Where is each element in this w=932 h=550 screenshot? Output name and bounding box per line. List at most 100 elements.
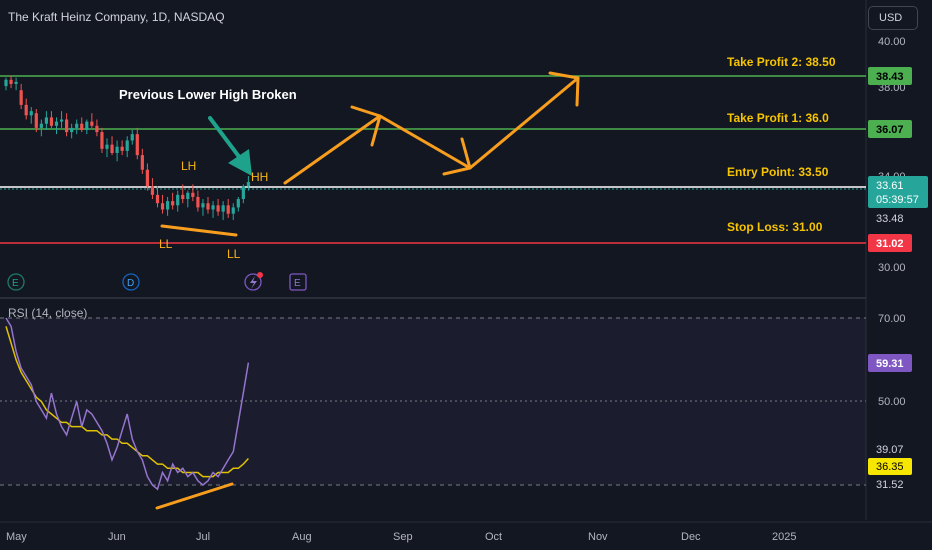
badge-stop: 31.02: [876, 238, 904, 250]
candle[interactable]: [145, 169, 149, 187]
rsi-ma-badge-bg: [868, 458, 912, 475]
candle[interactable]: [191, 192, 195, 197]
candles-group: [4, 75, 250, 220]
candle[interactable]: [19, 90, 23, 105]
candle[interactable]: [135, 134, 139, 156]
event-dividend[interactable]: D: [122, 273, 140, 291]
time-tick: Nov: [588, 531, 608, 543]
candle[interactable]: [221, 205, 225, 212]
rsi-tick-70: 70.00: [878, 313, 906, 325]
projection-path[interactable]: [283, 71, 580, 185]
candle[interactable]: [100, 132, 104, 149]
candle[interactable]: [196, 196, 200, 208]
chart-title[interactable]: The Kraft Heinz Company, 1D, NASDAQ: [8, 10, 225, 24]
rsi-badge-a: 39.07: [876, 444, 904, 456]
candle[interactable]: [65, 119, 69, 133]
price-tick: 40.00: [878, 36, 906, 48]
candle[interactable]: [59, 119, 64, 122]
time-tick: Dec: [681, 531, 701, 543]
rsi-ma-badge: 36.35: [876, 461, 904, 473]
candle[interactable]: [171, 201, 175, 206]
annotation-lower-high-broken[interactable]: Previous Lower High Broken: [119, 87, 297, 102]
candle[interactable]: [54, 121, 59, 126]
candle[interactable]: [231, 207, 235, 214]
candle[interactable]: [39, 123, 43, 128]
candle[interactable]: [155, 194, 160, 204]
candle[interactable]: [160, 203, 165, 210]
candle[interactable]: [206, 203, 210, 210]
candle[interactable]: [150, 186, 155, 195]
candle[interactable]: [95, 125, 99, 133]
candle[interactable]: [246, 182, 250, 187]
candle[interactable]: [216, 205, 220, 212]
candle[interactable]: [236, 199, 240, 208]
candle[interactable]: [75, 123, 79, 128]
label-entry-point[interactable]: Entry Point: 33.50: [727, 165, 829, 179]
badge-tp1: 36.07: [876, 124, 904, 136]
label-hh[interactable]: HH: [251, 170, 268, 184]
annotation-green-arrow[interactable]: [208, 116, 252, 176]
time-tick: Jul: [196, 531, 210, 543]
rsi-title[interactable]: RSI (14, close): [8, 306, 88, 320]
candle[interactable]: [105, 144, 109, 149]
candle[interactable]: [80, 123, 84, 130]
price-tick: 30.00: [878, 262, 906, 274]
candle[interactable]: [120, 146, 124, 151]
candle[interactable]: [4, 79, 8, 87]
candle[interactable]: [90, 121, 94, 126]
candle[interactable]: [176, 194, 180, 206]
label-stop-loss[interactable]: Stop Loss: 31.00: [727, 220, 823, 234]
candle[interactable]: [241, 186, 245, 200]
candle[interactable]: [9, 79, 13, 84]
time-axis[interactable]: May Jun Jul Aug Sep Oct Nov Dec 2025: [6, 531, 796, 543]
label-take-profit-2[interactable]: Take Profit 2: 38.50: [727, 55, 836, 69]
candle[interactable]: [226, 205, 230, 214]
badge-prev: 33.48: [876, 213, 904, 225]
time-tick: Oct: [485, 531, 502, 543]
badge-tp2-bg: [868, 67, 912, 85]
event-bolt[interactable]: [244, 272, 263, 291]
rsi-badge-bg: [868, 354, 912, 372]
badge-current: 33.61: [876, 180, 904, 192]
label-ll-1[interactable]: LL: [159, 237, 173, 251]
rsi-line[interactable]: [5, 317, 250, 491]
event-earnings-2[interactable]: E: [289, 273, 307, 291]
candle[interactable]: [115, 146, 119, 153]
candle[interactable]: [130, 134, 134, 141]
label-lh[interactable]: LH: [181, 159, 196, 173]
badge-countdown: 05:39:57: [876, 194, 919, 206]
rsi-badge: 59.31: [876, 358, 904, 370]
currency-button[interactable]: USD: [868, 6, 918, 30]
candle[interactable]: [186, 192, 190, 200]
candle[interactable]: [166, 201, 170, 210]
label-take-profit-1[interactable]: Take Profit 1: 36.0: [727, 111, 829, 125]
bolt-icon: [250, 276, 257, 289]
candle[interactable]: [181, 194, 185, 200]
candle[interactable]: [201, 203, 205, 208]
rsi-divergence-line[interactable]: [155, 482, 234, 510]
time-tick: May: [6, 531, 27, 543]
candle[interactable]: [34, 113, 38, 128]
candle[interactable]: [85, 121, 89, 130]
candle[interactable]: [29, 111, 33, 116]
candle[interactable]: [211, 205, 215, 210]
candle[interactable]: [14, 81, 18, 84]
candle[interactable]: [44, 117, 48, 124]
candle[interactable]: [140, 155, 144, 170]
rsi-ma-line[interactable]: [5, 326, 249, 478]
candle[interactable]: [110, 144, 114, 153]
candle[interactable]: [70, 127, 74, 133]
event-earnings-label-2: E: [294, 278, 301, 289]
event-earnings-1[interactable]: E: [7, 273, 25, 291]
candle[interactable]: [49, 117, 54, 126]
candle[interactable]: [125, 140, 129, 151]
time-tick: Jun: [108, 531, 126, 543]
rsi-tick-50: 50.00: [878, 396, 906, 408]
badge-tp2: 38.43: [876, 71, 904, 83]
label-ll-2[interactable]: LL: [227, 247, 241, 261]
time-tick: Aug: [292, 531, 312, 543]
badge-prev-bg: [868, 209, 912, 227]
price-low-trendline[interactable]: [160, 224, 238, 237]
candle[interactable]: [24, 104, 28, 116]
time-tick: 2025: [772, 531, 796, 543]
